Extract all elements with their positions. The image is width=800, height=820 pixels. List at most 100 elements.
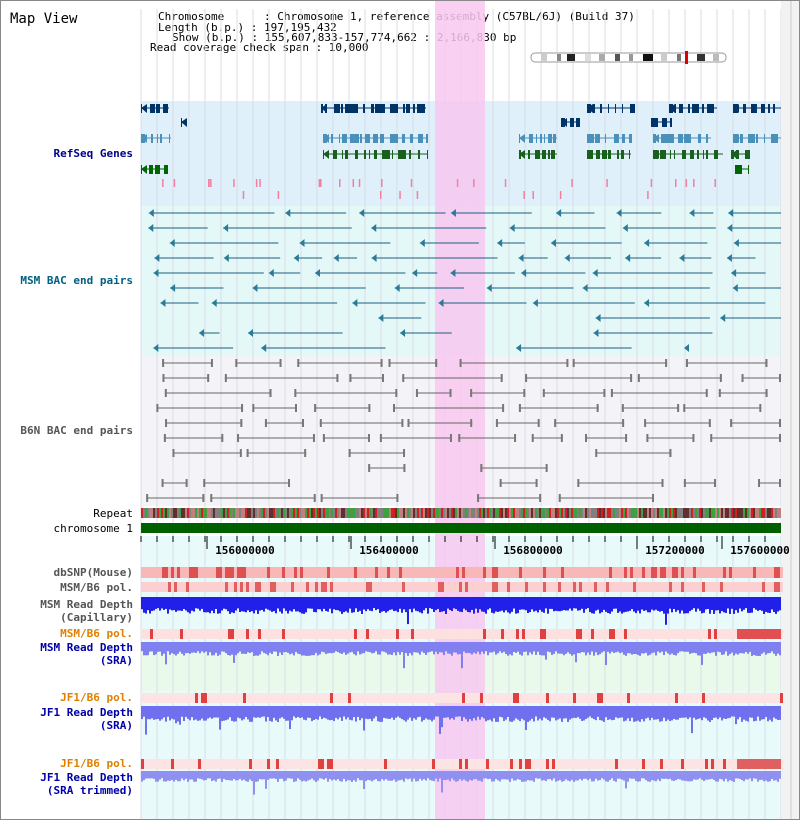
heat-cell xyxy=(420,693,423,703)
heat-cell xyxy=(207,582,210,592)
repeat-mark xyxy=(453,508,455,518)
repeat-mark xyxy=(147,508,149,518)
gene-exon xyxy=(528,150,530,159)
heat-cell xyxy=(420,629,423,639)
heat-cell xyxy=(705,629,708,639)
repeat-mark xyxy=(647,508,649,518)
heat-cell xyxy=(726,759,729,769)
gene-exon xyxy=(331,134,333,143)
heat-cell xyxy=(357,567,360,578)
depth-bar xyxy=(393,706,395,720)
heat-cell xyxy=(366,629,369,639)
heat-cell xyxy=(276,693,279,703)
bac-end-marker xyxy=(241,404,244,412)
depth-bar xyxy=(377,706,379,722)
depth-bar xyxy=(587,706,589,718)
depth-bar xyxy=(693,642,695,653)
heat-cell xyxy=(480,629,483,639)
heat-cell xyxy=(423,582,426,592)
heat-cell xyxy=(312,629,315,639)
depth-bar xyxy=(607,597,609,613)
bac-end-marker xyxy=(705,389,708,397)
depth-bar xyxy=(211,597,213,611)
depth-bar xyxy=(751,597,753,613)
depth-bar xyxy=(169,771,171,781)
depth-bar xyxy=(573,706,575,718)
heat-cell xyxy=(528,582,531,592)
heat-cell xyxy=(498,693,501,703)
depth-bar xyxy=(675,597,677,612)
gene-exon xyxy=(409,150,411,159)
repeat-mark xyxy=(511,508,513,518)
depth-bar xyxy=(533,706,535,722)
depth-bar xyxy=(557,642,559,654)
heat-cell xyxy=(156,629,159,639)
heat-cell xyxy=(306,567,309,578)
depth-bar xyxy=(481,642,483,652)
depth-bar xyxy=(647,771,649,782)
repeat-mark xyxy=(447,508,449,518)
depth-bar xyxy=(591,642,593,652)
depth-bar xyxy=(599,642,601,655)
depth-spike xyxy=(701,652,703,665)
repeat-mark xyxy=(695,508,697,518)
heat-cell xyxy=(687,693,690,703)
heat-cell xyxy=(699,759,702,769)
depth-bar xyxy=(639,706,641,722)
bac-end-marker xyxy=(172,449,175,457)
bac-end-marker xyxy=(622,419,625,427)
depth-bar xyxy=(311,597,313,609)
repeat-mark xyxy=(187,508,189,518)
repeat-mark xyxy=(617,508,619,518)
repeat-mark xyxy=(693,508,695,518)
depth-bar xyxy=(571,706,573,719)
heat-cell xyxy=(414,582,417,592)
heat-cell xyxy=(642,582,645,592)
heat-cell xyxy=(249,629,252,639)
depth-bar xyxy=(597,597,599,610)
jf1-b6-pol-trimmed-label: JF1/B6 pol. xyxy=(60,757,133,770)
heat-cell xyxy=(159,629,162,639)
gene-exon xyxy=(622,134,625,143)
repeat-mark xyxy=(599,508,601,518)
dbsnp-label: dbSNP(Mouse) xyxy=(53,566,133,579)
depth-bar xyxy=(671,597,673,613)
depth-bar xyxy=(361,706,363,719)
heat-cell xyxy=(207,693,210,703)
bac-end-marker xyxy=(595,449,598,457)
depth-bar xyxy=(719,706,721,718)
repeat-mark xyxy=(367,508,369,518)
heat-cell xyxy=(762,693,765,703)
depth-bar xyxy=(237,771,239,781)
repeat-mark xyxy=(525,508,527,518)
heat-cell xyxy=(174,582,177,592)
depth-bar xyxy=(161,642,163,656)
heat-cell xyxy=(210,629,213,639)
heat-cell xyxy=(369,582,372,592)
depth-bar xyxy=(443,706,445,718)
gene-exon xyxy=(662,118,667,127)
depth-bar xyxy=(761,771,763,780)
heat-cell xyxy=(321,567,324,578)
depth-bar xyxy=(589,597,591,613)
depth-bar xyxy=(235,642,237,656)
depth-bar xyxy=(341,771,343,782)
repeat-mark xyxy=(381,508,383,518)
depth-bar xyxy=(569,597,571,609)
depth-spike xyxy=(363,716,365,731)
repeat-mark xyxy=(521,508,523,518)
depth-bar xyxy=(333,771,335,780)
depth-bar xyxy=(771,706,773,722)
repeat-mark xyxy=(487,508,489,518)
heat-cell xyxy=(210,567,213,578)
depth-bar xyxy=(287,642,289,653)
heat-cell xyxy=(450,693,453,703)
repeat-mark xyxy=(347,508,349,518)
heat-cell xyxy=(216,759,219,769)
bac-end-marker xyxy=(644,419,647,427)
heat-cell xyxy=(405,582,408,592)
depth-bar xyxy=(261,771,263,780)
repeat-mark xyxy=(479,508,481,518)
bac-end-marker xyxy=(685,359,688,367)
